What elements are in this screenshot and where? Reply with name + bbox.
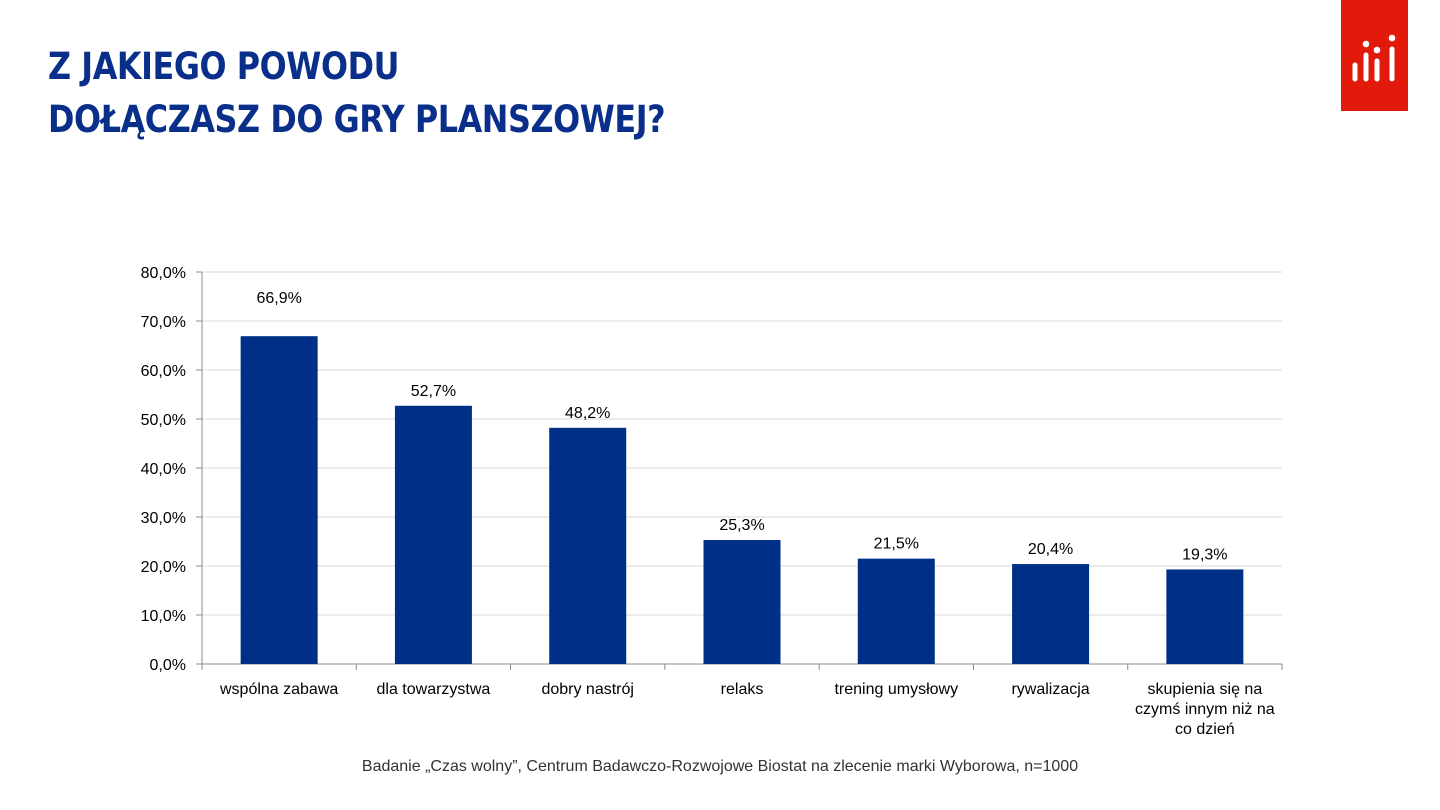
bar: [857, 558, 935, 664]
y-tick-label: 30,0%: [141, 510, 186, 527]
y-tick-label: 0,0%: [150, 657, 186, 674]
data-label: 21,5%: [874, 536, 919, 553]
x-tick-label: relaks: [721, 681, 764, 698]
y-tick-label: 20,0%: [141, 559, 186, 576]
bar: [549, 427, 627, 664]
bar: [703, 540, 781, 664]
title-line-1: Z JAKIEGO POWODU: [48, 45, 399, 88]
y-tick-label: 10,0%: [141, 608, 186, 625]
y-tick-label: 50,0%: [141, 412, 186, 429]
brand-logo: [1341, 0, 1408, 111]
bar: [394, 405, 472, 664]
source-note: Badanie „Czas wolny”, Centrum Badawczo-R…: [361, 758, 1079, 775]
x-tick-label: czymś innym niż na: [1135, 701, 1275, 718]
bar: [240, 336, 318, 664]
bar-dots-logo-icon: [1352, 34, 1396, 82]
x-tick-label: trening umysłowy: [834, 681, 958, 698]
page-title: Z JAKIEGO POWODU DOŁĄCZASZ DO GRY PLANSZ…: [48, 40, 666, 146]
data-label: 20,4%: [1028, 541, 1073, 558]
x-tick-label: dobry nastrój: [541, 681, 634, 698]
x-tick-label: skupienia się na: [1147, 681, 1262, 698]
y-tick-label: 80,0%: [141, 265, 186, 282]
data-label: 48,2%: [565, 405, 610, 422]
bar: [1166, 569, 1244, 664]
data-label: 25,3%: [719, 517, 764, 534]
x-tick-label: wspólna zabawa: [219, 681, 338, 698]
data-label: 52,7%: [411, 383, 456, 400]
y-tick-label: 60,0%: [141, 363, 186, 380]
y-tick-label: 40,0%: [141, 461, 186, 478]
bar: [1012, 564, 1090, 664]
x-tick-label: rywalizacja: [1011, 681, 1089, 698]
y-tick-label: 70,0%: [141, 314, 186, 331]
x-tick-label: dla towarzystwa: [377, 681, 491, 698]
x-tick-label: co dzień: [1175, 721, 1235, 738]
data-label: 66,9%: [256, 290, 301, 307]
data-label: 19,3%: [1182, 546, 1227, 563]
title-line-2: DOŁĄCZASZ DO GRY PLANSZOWEJ?: [48, 98, 666, 141]
